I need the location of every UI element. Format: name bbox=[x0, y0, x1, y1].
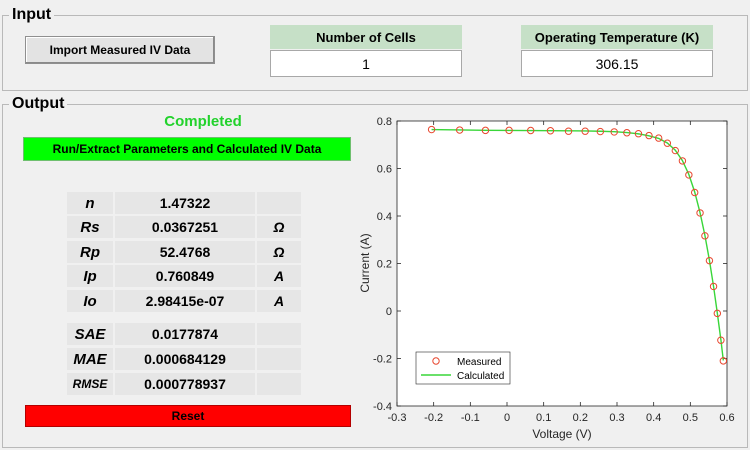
param-value: 2.98415e-07 bbox=[115, 290, 255, 312]
status-text: Completed bbox=[164, 113, 242, 130]
error-label: RMSE bbox=[67, 373, 113, 395]
param-unit: Ω bbox=[257, 216, 301, 238]
input-panel: Input Import Measured IV Data Number of … bbox=[2, 6, 748, 91]
param-unit: A bbox=[257, 265, 301, 287]
number-of-cells-label: Number of Cells bbox=[270, 25, 462, 49]
param-unit: Ω bbox=[257, 241, 301, 263]
param-value: 1.47322 bbox=[115, 192, 255, 214]
error-value: 0.0177874 bbox=[115, 323, 255, 345]
error-label: SAE bbox=[67, 323, 113, 345]
number-of-cells-field[interactable]: 1 bbox=[270, 50, 462, 77]
param-label: n bbox=[67, 192, 113, 214]
error-unit bbox=[257, 348, 301, 370]
output-panel: Output Completed Run/Extract Parameters … bbox=[2, 95, 748, 448]
input-panel-title: Input bbox=[9, 6, 55, 24]
import-iv-data-button[interactable]: Import Measured IV Data bbox=[25, 36, 215, 64]
error-value: 0.000684129 bbox=[115, 348, 255, 370]
error-value: 0.000778937 bbox=[115, 373, 255, 395]
param-unit: A bbox=[257, 290, 301, 312]
operating-temperature-field[interactable]: 306.15 bbox=[521, 50, 713, 77]
param-label: Ip bbox=[67, 265, 113, 287]
operating-temperature-label: Operating Temperature (K) bbox=[521, 25, 713, 49]
error-unit bbox=[257, 373, 301, 395]
error-label: MAE bbox=[67, 348, 113, 370]
output-panel-title: Output bbox=[9, 95, 68, 113]
param-label: Io bbox=[67, 290, 113, 312]
param-unit bbox=[257, 192, 301, 214]
run-extract-button[interactable]: Run/Extract Parameters and Calculated IV… bbox=[23, 137, 351, 161]
param-value: 52.4768 bbox=[115, 241, 255, 263]
param-label: Rs bbox=[67, 216, 113, 238]
param-label: Rp bbox=[67, 241, 113, 263]
error-unit bbox=[257, 323, 301, 345]
param-value: 0.0367251 bbox=[115, 216, 255, 238]
reset-button[interactable]: Reset bbox=[25, 405, 351, 427]
param-value: 0.760849 bbox=[115, 265, 255, 287]
